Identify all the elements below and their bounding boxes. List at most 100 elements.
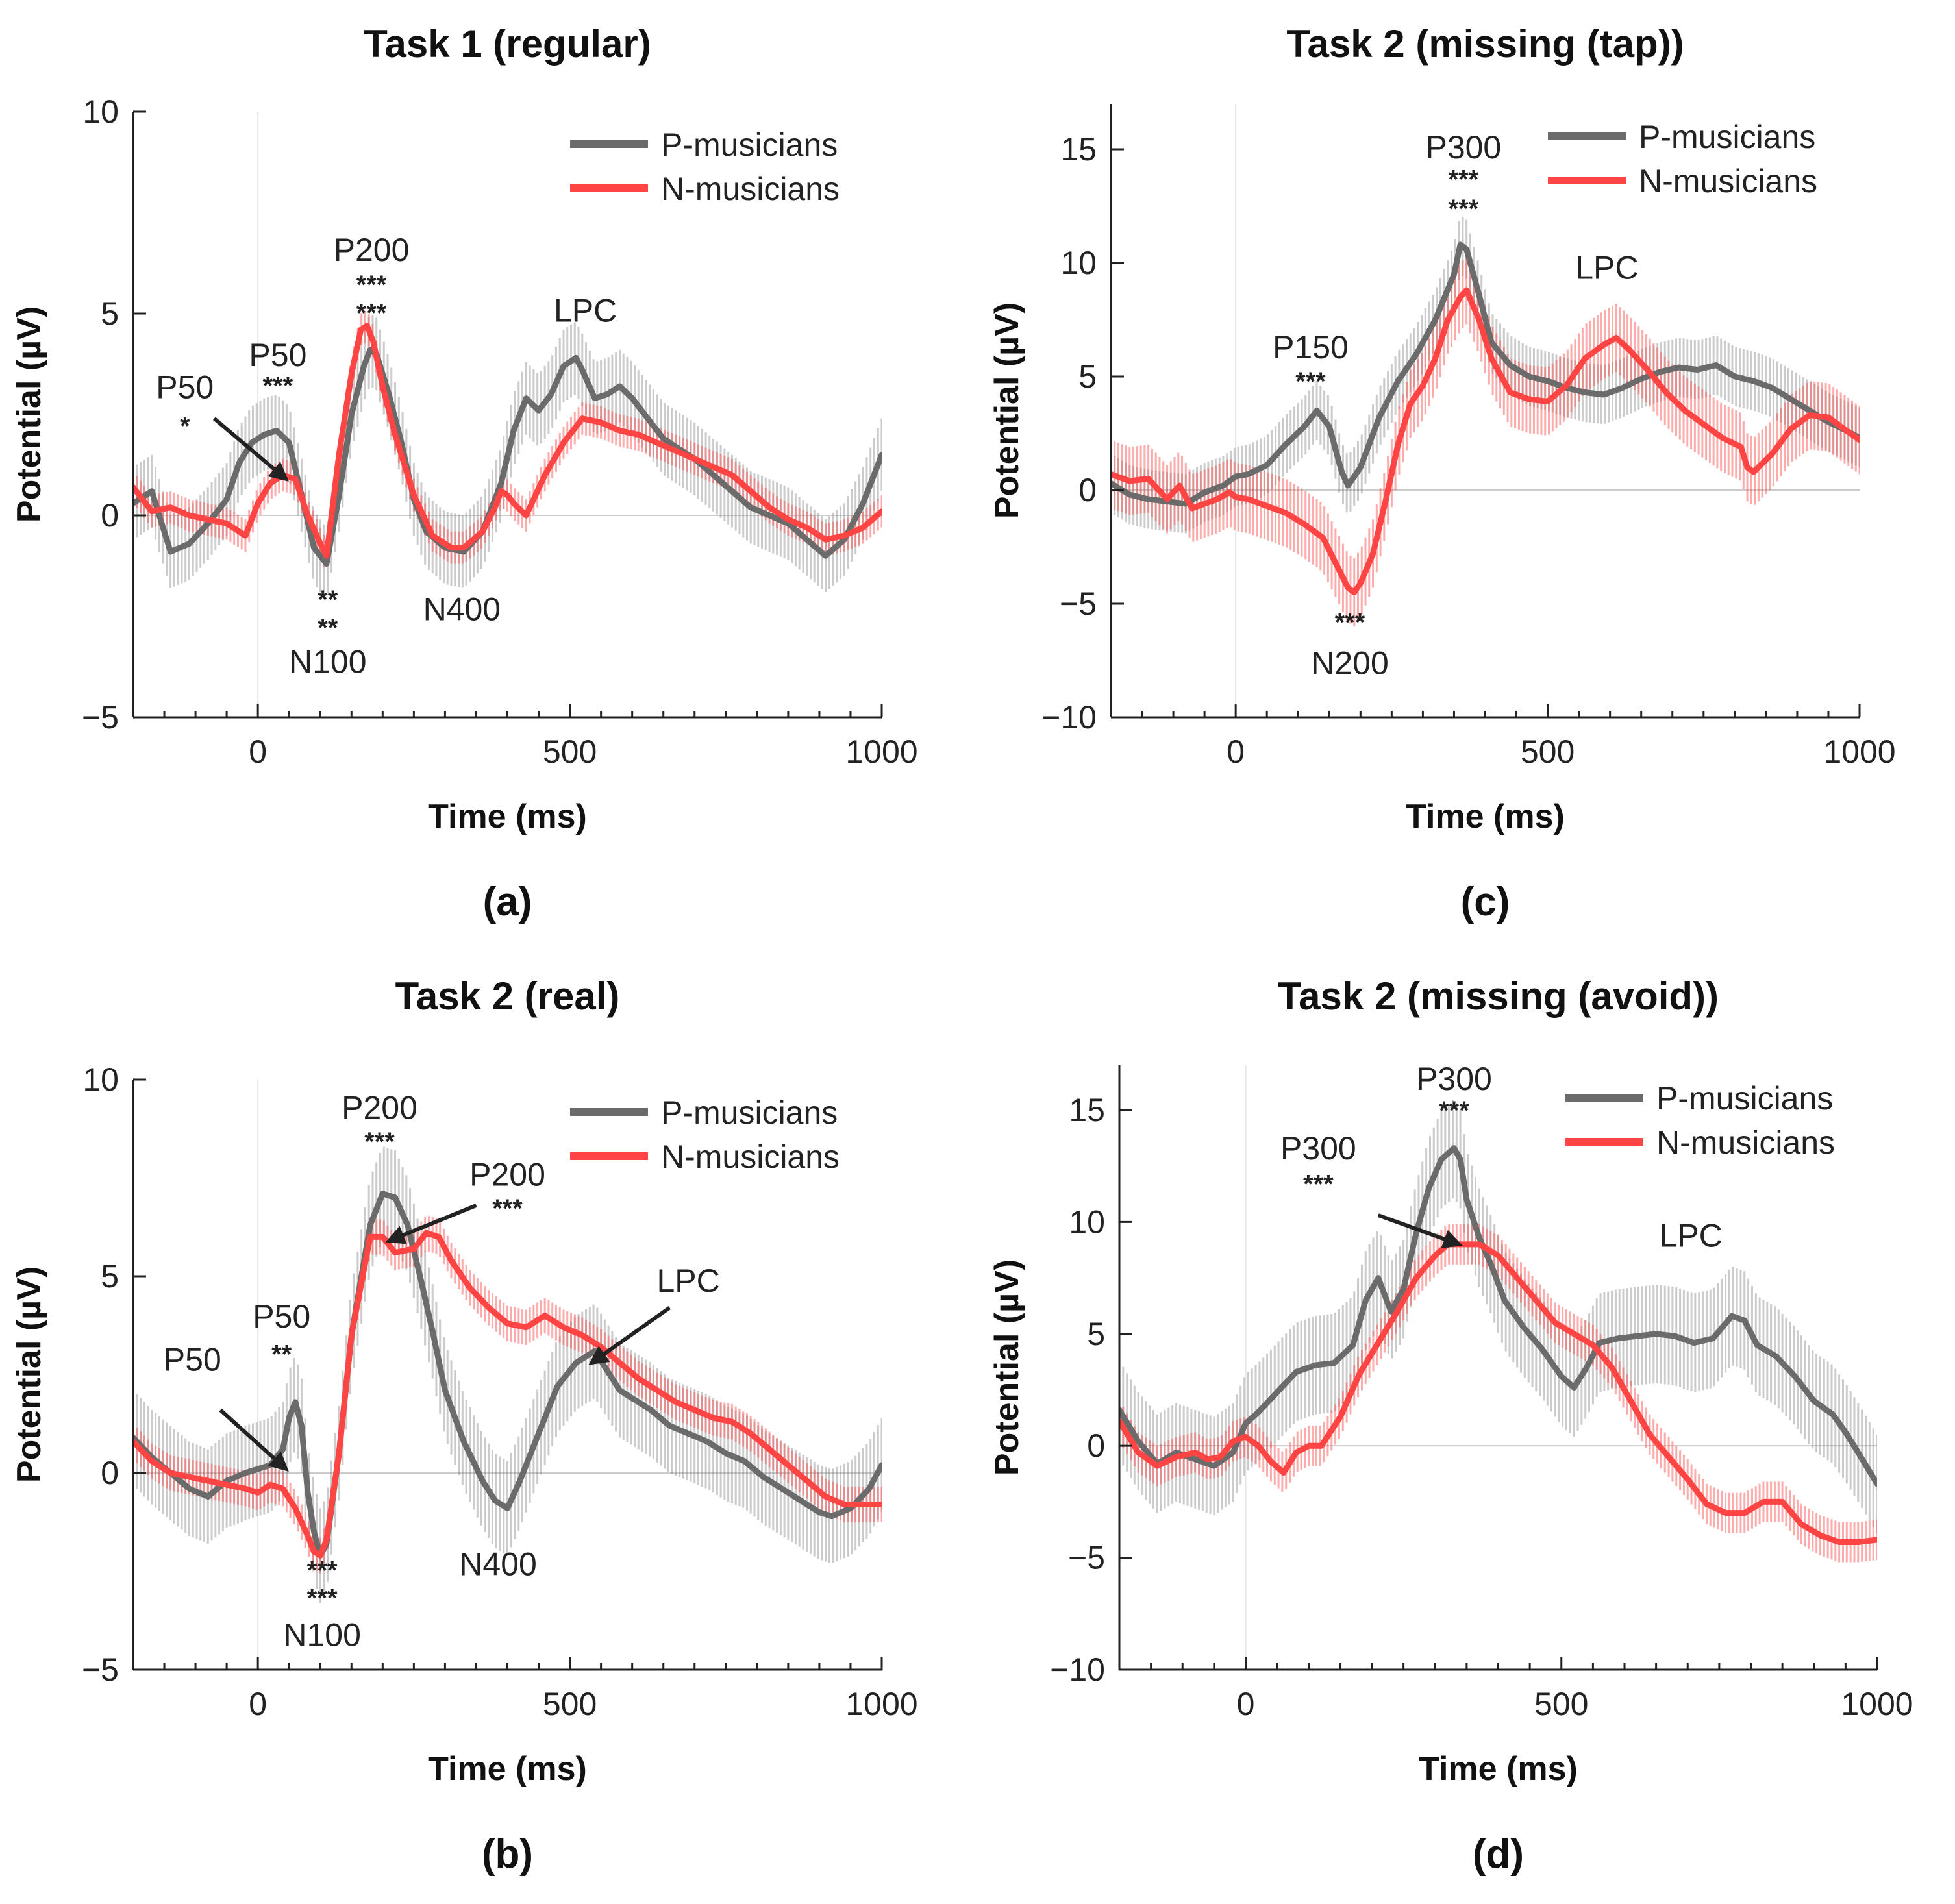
x-axis-label: Time (ms) (428, 1750, 587, 1788)
chart-title: Task 1 (regular) (364, 22, 651, 66)
peak-label: P300 (1416, 1061, 1492, 1097)
x-tick-label: 1000 (845, 734, 917, 770)
significance-stars-red: * (180, 412, 190, 441)
significance-stars-red: *** (1303, 1170, 1334, 1199)
peak-label: P200 (342, 1090, 417, 1126)
panel-label: (d) (1473, 1832, 1524, 1877)
y-tick-label: 10 (82, 93, 119, 130)
legend-entry: N-musicians (661, 171, 840, 207)
peak-label: P200 (469, 1157, 545, 1193)
legend-entry: N-musicians (1656, 1124, 1835, 1161)
peak-label: N200 (1311, 645, 1389, 682)
significance-stars: ** (318, 586, 338, 614)
significance-stars: ** (271, 1340, 292, 1368)
peak-label: P50 (253, 1298, 310, 1335)
y-tick-label: 10 (1060, 245, 1097, 281)
significance-stars-red: *** (492, 1194, 523, 1223)
chart-a: Task 1 (regular) 0 500 1000 −5 0 5 10 Time (ms) P… (10, 22, 918, 924)
series-line-n-musicians (133, 1230, 882, 1559)
peak-label: N400 (459, 1546, 537, 1583)
x-axis-label: Time (ms) (428, 798, 587, 835)
peak-label: LPC (657, 1263, 720, 1299)
significance-stars-red: *** (1335, 608, 1365, 637)
legend-entry: P-musicians (661, 1094, 838, 1131)
chart-title: Task 2 (real) (395, 974, 620, 1018)
panel-label: (c) (1461, 880, 1510, 924)
y-tick-label: −5 (1068, 1540, 1105, 1576)
plot-area (133, 310, 882, 597)
x-tick-label: 500 (1534, 1686, 1588, 1722)
x-axis-label: Time (ms) (1406, 798, 1565, 835)
y-tick-label: 0 (101, 497, 119, 534)
significance-stars-red: *** (1449, 195, 1479, 223)
x-tick-label: 0 (249, 1686, 267, 1722)
y-tick-label: −10 (1041, 699, 1097, 736)
peak-label: P50 (249, 337, 306, 373)
significance-stars: *** (263, 371, 293, 400)
significance-stars-red: *** (307, 1584, 338, 1613)
y-tick-label: 15 (1069, 1092, 1105, 1128)
x-tick-label: 1000 (1841, 1686, 1913, 1722)
y-axis-label: Potential (µV) (10, 1267, 48, 1483)
panel-label: (b) (482, 1832, 533, 1877)
plot-area (133, 1146, 882, 1603)
x-tick-label: 0 (1237, 1686, 1255, 1722)
peak-label: N100 (289, 644, 367, 680)
y-axis-label: Potential (µV) (10, 306, 48, 523)
y-tick-label: 5 (101, 295, 119, 332)
y-tick-label: 0 (101, 1455, 119, 1491)
peak-label: LPC (1575, 250, 1638, 286)
panel-a: Task 1 (regular) 0 500 1000 −5 0 5 10 Time (ms) P… (0, 0, 977, 952)
significance-stars: *** (1439, 1096, 1469, 1125)
legend-entry: P-musicians (661, 127, 838, 163)
significance-stars: *** (356, 271, 387, 299)
panel-c: Task 2 (missing (tap)) 0 500 1000 −10 −5 0 5 10 1… (978, 0, 1955, 952)
peak-label: P300 (1425, 129, 1501, 166)
annotation-arrow (212, 417, 289, 482)
peak-label: LPC (1659, 1217, 1722, 1254)
annotation-arrow (1377, 1213, 1463, 1248)
series-line-n-musicians (1111, 287, 1860, 595)
series-line-p-musicians (1119, 1145, 1877, 1487)
peak-label: P50 (164, 1341, 221, 1378)
significance-stars-red: ** (318, 614, 338, 643)
y-tick-label: 10 (1069, 1204, 1105, 1240)
significance-stars-red: *** (356, 299, 387, 327)
y-tick-label: 5 (1087, 1316, 1105, 1352)
y-tick-label: −5 (1060, 586, 1097, 622)
panel-label: (a) (483, 880, 532, 924)
chart-title: Task 2 (missing (avoid)) (1278, 974, 1719, 1018)
annotation-arrow (588, 1306, 671, 1365)
legend-entry: N-musicians (661, 1139, 840, 1175)
y-tick-label: 0 (1087, 1428, 1105, 1464)
y-axis-label: Potential (µV) (988, 1259, 1026, 1476)
plot-area (1119, 1100, 1877, 1563)
significance-stars: *** (307, 1557, 338, 1585)
x-tick-label: 500 (543, 1686, 597, 1722)
chart-title: Task 2 (missing (tap)) (1286, 22, 1684, 66)
x-tick-label: 0 (1227, 734, 1245, 770)
legend-entry: P-musicians (1639, 119, 1815, 155)
y-tick-label: 10 (82, 1061, 119, 1098)
y-tick-label: 15 (1060, 131, 1097, 167)
x-tick-label: 0 (249, 734, 267, 770)
legend-entry: N-musicians (1639, 163, 1817, 199)
peak-label: N100 (283, 1617, 361, 1653)
chart-b: Task 2 (real) 0 500 1000 −5 0 5 10 Time (ms) Pote… (10, 974, 918, 1877)
chart-c: Task 2 (missing (tap)) 0 500 1000 −10 −5 0 5 10 1… (988, 22, 1896, 924)
peak-label: P50 (156, 369, 214, 406)
error-bars-p (1119, 1100, 1877, 1533)
y-tick-label: −5 (82, 699, 119, 736)
x-tick-label: 500 (1521, 734, 1575, 770)
y-tick-label: 5 (101, 1258, 119, 1294)
x-tick-label: 1000 (1823, 734, 1895, 770)
chart-d: Task 2 (missing (avoid)) 0 500 1000 −10 −5 0 5 1… (988, 974, 1913, 1877)
plot-area (1111, 217, 1860, 626)
significance-stars: *** (364, 1128, 395, 1156)
peak-label: LPC (554, 292, 617, 328)
peak-label: P300 (1280, 1130, 1356, 1167)
series-line-n-musicians (133, 323, 882, 559)
series-line-p-musicians (1111, 241, 1860, 507)
y-axis-label: Potential (µV) (988, 303, 1026, 519)
panel-b: Task 2 (real) 0 500 1000 −5 0 5 10 Time (ms) Pote… (0, 952, 977, 1904)
